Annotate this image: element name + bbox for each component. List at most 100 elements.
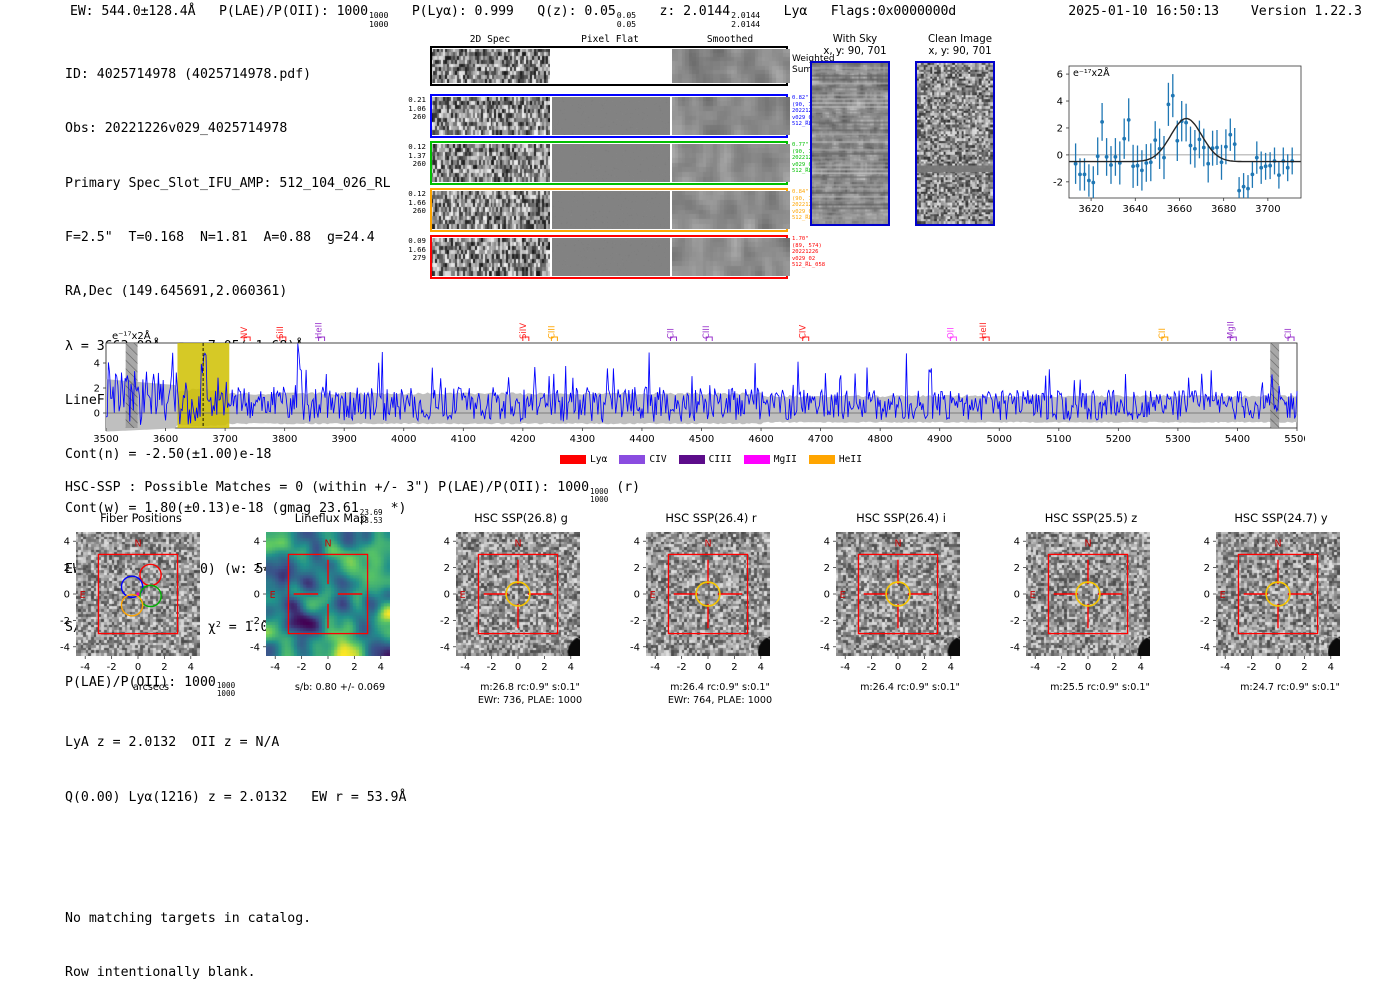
- compass-north: N: [1274, 539, 1281, 550]
- smoothed-image: [672, 238, 790, 276]
- svg-text:0: 0: [1085, 662, 1091, 673]
- svg-text:4600: 4600: [748, 434, 773, 445]
- svg-text:4: 4: [824, 537, 830, 548]
- svg-text:4: 4: [1328, 662, 1334, 673]
- hsc-plae-range: 1000 1000: [590, 486, 609, 504]
- svg-text:5500: 5500: [1284, 434, 1305, 445]
- svg-text:-2: -2: [440, 616, 450, 627]
- svg-text:0: 0: [94, 409, 100, 420]
- emission-line-label: CIV: [799, 325, 809, 339]
- legend-swatch-civ: [619, 454, 646, 464]
- svg-text:5200: 5200: [1106, 434, 1131, 445]
- cutout-overlay: N E -4 -4 -2 -2 0 0 2 2 4 4: [1010, 537, 1144, 673]
- compass-east: E: [80, 590, 86, 601]
- smoothed-image: [672, 191, 790, 229]
- svg-text:-4: -4: [630, 642, 640, 653]
- spec2d-row: [430, 235, 790, 279]
- svg-text:0: 0: [64, 590, 70, 601]
- spec2d-row-stats: 0.12 1.37 260: [408, 142, 426, 169]
- svg-text:e⁻¹⁷x2Å: e⁻¹⁷x2Å: [112, 329, 151, 342]
- aperture-box: [667, 553, 749, 635]
- clean-img: [915, 61, 995, 226]
- flags-value: Flags:0x0000000d: [830, 4, 957, 19]
- svg-text:-4: -4: [650, 662, 660, 673]
- svg-text:2: 2: [254, 563, 260, 574]
- emission-line-bracket: [949, 336, 957, 341]
- cutout-title: HSC SSP(26.4) r: [665, 511, 757, 525]
- compass-east: E: [1030, 590, 1036, 601]
- svg-text:-4: -4: [820, 642, 830, 653]
- pixel-flat-image: [552, 238, 670, 276]
- svg-text:4: 4: [1138, 662, 1144, 673]
- svg-text:5000: 5000: [987, 434, 1012, 445]
- emission-line-bracket: [522, 336, 530, 341]
- svg-text:4100: 4100: [451, 434, 476, 445]
- svg-text:4: 4: [254, 537, 260, 548]
- cutout-caption-ewr-plae: EWr: 736, PLAE: 1000: [477, 694, 583, 706]
- spec2d-image: [432, 97, 550, 135]
- info-quality-line: Q(0.00) Lyα(1216) z = 2.0132 EW r = 53.9…: [65, 789, 407, 805]
- svg-text:2: 2: [731, 662, 737, 673]
- svg-text:-2: -2: [820, 616, 830, 627]
- legend-item-lya: Lyα: [560, 454, 607, 465]
- emission-line-label: CII: [667, 328, 677, 339]
- spectrum-legend: Lyα CIV CIII MgII HeII: [560, 452, 862, 466]
- emission-line-label: CIII: [547, 326, 557, 339]
- svg-text:-4: -4: [1200, 642, 1210, 653]
- info-redshift-line: LyA z = 2.0132 OII z = N/A: [65, 735, 280, 751]
- spec2d-weighted-sum-row: [430, 46, 790, 86]
- svg-text:0: 0: [1275, 662, 1281, 673]
- aperture-box: [1047, 553, 1129, 635]
- svg-text:-2: -2: [297, 662, 307, 673]
- cutout-title: HSC SSP(26.8) g: [474, 511, 568, 525]
- hsc-ssp-match-line: HSC-SSP : Possible Matches = 0 (within +…: [65, 480, 641, 504]
- aperture-box: [1237, 553, 1319, 635]
- hsc-cutout-image: [1026, 532, 1150, 656]
- legend-item-heii: HeII: [808, 454, 862, 465]
- svg-text:-4: -4: [1030, 662, 1040, 673]
- svg-text:-2: -2: [867, 662, 877, 673]
- with-sky-panel: With Sky x, y: 90, 701: [810, 34, 900, 226]
- cutout-title: Lineflux Map: [294, 511, 368, 525]
- source-aperture-circle: [695, 581, 721, 607]
- svg-text:3620: 3620: [1078, 204, 1103, 215]
- emission-line-label: CII: [1284, 328, 1294, 339]
- svg-text:2: 2: [541, 662, 547, 673]
- svg-text:-2: -2: [1010, 616, 1020, 627]
- cutout-panel: Lineflux Map N E -4 -4 -2 -2 0 0 2 2 4 4 s/b: 0.80 +/…: [236, 508, 426, 695]
- svg-text:2: 2: [64, 563, 70, 574]
- svg-text:3660: 3660: [1167, 204, 1192, 215]
- qz-value: 0.05: [584, 4, 616, 19]
- svg-text:0: 0: [1057, 150, 1063, 161]
- svg-text:2: 2: [161, 662, 167, 673]
- ew-label: EW:: [70, 4, 94, 19]
- clean-image-panel: Clean Image x, y: 90, 701: [915, 34, 1005, 226]
- svg-text:4400: 4400: [629, 434, 654, 445]
- svg-text:0: 0: [634, 590, 640, 601]
- svg-text:4: 4: [188, 662, 194, 673]
- svg-text:0: 0: [1014, 590, 1020, 601]
- spec2d-row: [430, 94, 790, 138]
- aperture-box: [857, 553, 939, 635]
- cutout-caption-magnitude: m:26.8 rc:0.9" s:0.1": [480, 682, 580, 693]
- cutout-panel-row: Fiber Positions N E -4 -4 -2 -2 0 0 2 2 4 4 arcsecs Li…: [46, 508, 1386, 738]
- svg-text:-2: -2: [250, 616, 260, 627]
- svg-text:3680: 3680: [1211, 204, 1236, 215]
- fiber-circle: [139, 563, 162, 587]
- svg-text:3700: 3700: [212, 434, 237, 445]
- svg-text:3500: 3500: [93, 434, 118, 445]
- svg-text:2: 2: [1057, 123, 1063, 134]
- smoothed-image: [672, 49, 790, 83]
- svg-text:3640: 3640: [1123, 204, 1148, 215]
- svg-text:0: 0: [895, 662, 901, 673]
- svg-text:2: 2: [351, 662, 357, 673]
- info-seeing-line: F=2.5" T=0.168 N=1.81 A=0.88 g=24.4: [65, 230, 375, 246]
- svg-text:4200: 4200: [510, 434, 535, 445]
- svg-text:-4: -4: [60, 642, 70, 653]
- emission-line-label: SiII: [276, 326, 286, 339]
- spec2d-row-stats: 0.21 1.06 260: [408, 95, 426, 122]
- compass-east: E: [460, 590, 466, 601]
- fiber-circle: [120, 593, 144, 617]
- plya-label: P(Lyα):: [411, 4, 467, 19]
- svg-text:4900: 4900: [927, 434, 952, 445]
